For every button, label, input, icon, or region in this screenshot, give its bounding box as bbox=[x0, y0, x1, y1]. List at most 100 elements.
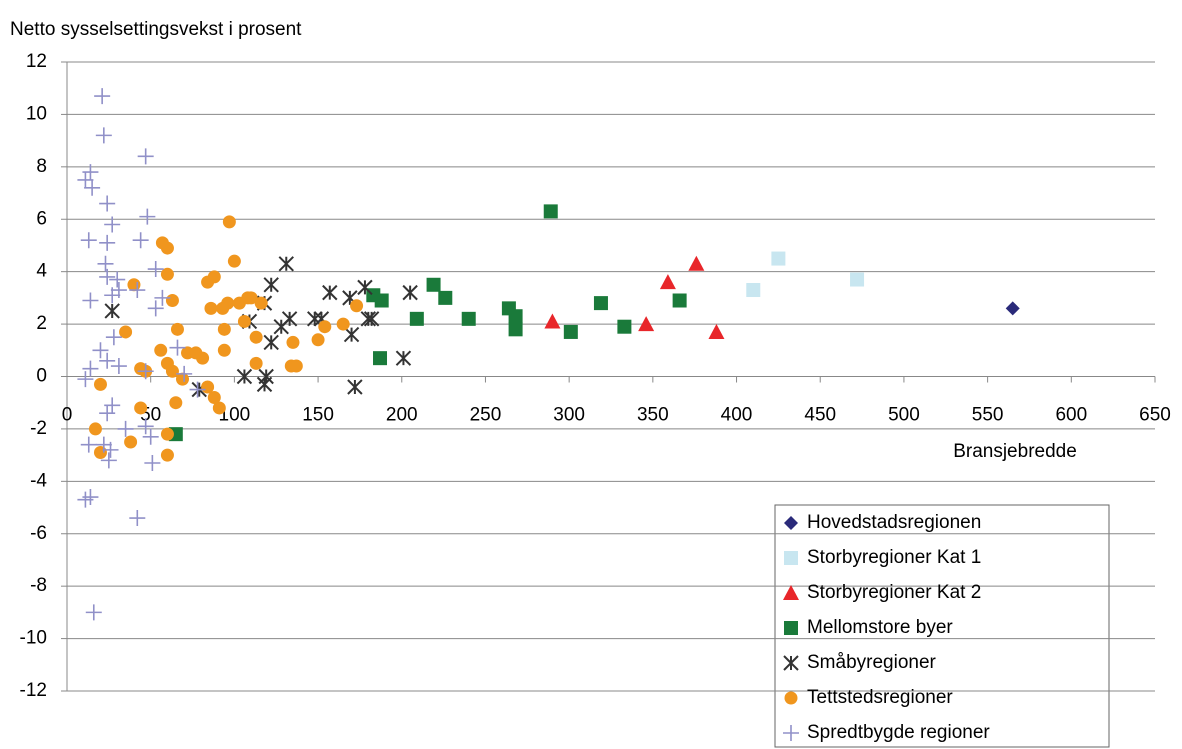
point bbox=[343, 326, 360, 343]
point bbox=[154, 343, 168, 357]
x-tick-label: 300 bbox=[553, 405, 585, 426]
point bbox=[110, 358, 127, 375]
legend-marker bbox=[783, 725, 799, 741]
point bbox=[318, 320, 332, 334]
legend-label: Storbyregioner Kat 1 bbox=[807, 547, 981, 568]
point bbox=[137, 363, 154, 380]
point bbox=[99, 195, 116, 212]
point bbox=[95, 127, 112, 144]
y-tick-label: -4 bbox=[30, 470, 47, 491]
point bbox=[254, 296, 268, 310]
point bbox=[544, 313, 561, 329]
legend-label: Hovedstadsregionen bbox=[807, 512, 981, 533]
point bbox=[88, 422, 102, 436]
legend-box bbox=[774, 504, 1110, 748]
point bbox=[93, 446, 107, 460]
point bbox=[347, 379, 363, 395]
point bbox=[129, 510, 146, 527]
point bbox=[142, 428, 159, 445]
legend-marker bbox=[784, 551, 798, 565]
point bbox=[281, 311, 298, 327]
point bbox=[426, 277, 441, 292]
point bbox=[1005, 301, 1020, 316]
legend-marker bbox=[783, 585, 799, 600]
point bbox=[217, 343, 231, 357]
point bbox=[154, 289, 171, 306]
y-tick-label: 10 bbox=[26, 103, 47, 124]
point bbox=[373, 351, 388, 366]
point bbox=[850, 272, 865, 287]
y-tick-label: -12 bbox=[20, 680, 47, 701]
point bbox=[438, 290, 453, 305]
point bbox=[336, 317, 350, 331]
legend-marker bbox=[784, 621, 798, 635]
point bbox=[746, 283, 761, 298]
x-tick-label: 200 bbox=[386, 405, 418, 426]
point bbox=[237, 314, 251, 328]
point bbox=[357, 279, 373, 296]
point bbox=[102, 441, 119, 458]
point bbox=[207, 390, 221, 404]
point bbox=[110, 282, 127, 299]
point bbox=[105, 329, 122, 346]
legend-marker bbox=[783, 655, 799, 671]
point bbox=[99, 352, 116, 369]
point bbox=[165, 364, 179, 378]
x-tick-label: 550 bbox=[972, 405, 1004, 426]
point bbox=[85, 604, 102, 621]
point bbox=[144, 454, 161, 471]
legend-label: Storbyregioner Kat 2 bbox=[807, 582, 981, 603]
point bbox=[617, 319, 632, 334]
point bbox=[244, 291, 258, 305]
point bbox=[147, 300, 164, 317]
point bbox=[311, 333, 325, 347]
point bbox=[82, 360, 99, 377]
point bbox=[137, 148, 154, 165]
point bbox=[82, 164, 99, 181]
point bbox=[286, 335, 300, 349]
legend-label: Tettstedsregioner bbox=[807, 687, 953, 708]
point bbox=[109, 271, 126, 288]
y-tick-label: 2 bbox=[36, 313, 47, 334]
y-tick-label: 12 bbox=[26, 51, 47, 72]
point bbox=[593, 296, 608, 311]
point bbox=[92, 342, 109, 359]
x-tick-label: 350 bbox=[637, 405, 669, 426]
point bbox=[160, 427, 174, 441]
legend-label: Mellomstore byer bbox=[807, 617, 953, 638]
point bbox=[160, 241, 174, 255]
legend-marker bbox=[784, 516, 798, 530]
point bbox=[688, 255, 705, 271]
point bbox=[543, 204, 558, 219]
point bbox=[134, 401, 148, 415]
point bbox=[165, 293, 179, 307]
x-tick-label: 500 bbox=[888, 405, 920, 426]
y-axis-title: Netto sysselsettingsvekst i prosent bbox=[10, 19, 302, 40]
point bbox=[222, 215, 236, 229]
point bbox=[80, 232, 97, 249]
x-axis-title: Bransjebredde bbox=[953, 441, 1077, 462]
x-tick-label: 150 bbox=[302, 405, 334, 426]
point bbox=[99, 234, 116, 251]
point bbox=[461, 311, 476, 326]
point bbox=[563, 324, 578, 339]
x-tick-label: 100 bbox=[219, 405, 251, 426]
point bbox=[176, 365, 193, 382]
point bbox=[97, 255, 114, 272]
point bbox=[77, 371, 94, 388]
point bbox=[363, 311, 380, 327]
point bbox=[409, 311, 424, 326]
point bbox=[82, 292, 99, 309]
point bbox=[508, 322, 523, 337]
point bbox=[263, 334, 279, 351]
y-tick-label: -6 bbox=[30, 523, 47, 544]
point bbox=[374, 293, 389, 308]
point bbox=[221, 296, 235, 310]
point bbox=[160, 267, 174, 281]
point bbox=[708, 323, 725, 339]
point bbox=[360, 311, 376, 327]
point bbox=[263, 277, 279, 293]
point bbox=[104, 397, 121, 414]
point bbox=[207, 270, 221, 284]
